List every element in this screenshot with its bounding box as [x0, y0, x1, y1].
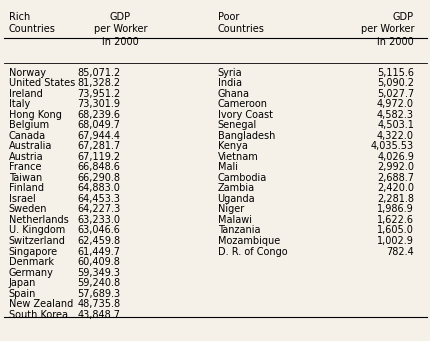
Text: 782.4: 782.4 [385, 247, 413, 256]
Text: 2,420.0: 2,420.0 [376, 183, 413, 193]
Text: 73,301.9: 73,301.9 [77, 99, 120, 109]
Text: 61,449.7: 61,449.7 [77, 247, 120, 256]
Text: Cambodia: Cambodia [217, 173, 266, 183]
Text: New Zealand: New Zealand [9, 299, 73, 309]
Text: Italy: Italy [9, 99, 30, 109]
Text: Cameroon: Cameroon [217, 99, 267, 109]
Text: 67,119.2: 67,119.2 [77, 152, 120, 162]
Text: Niger: Niger [217, 204, 243, 214]
Text: Germany: Germany [9, 268, 53, 278]
Text: Mozambique: Mozambique [217, 236, 279, 246]
Text: Denmark: Denmark [9, 257, 53, 267]
Text: Israel: Israel [9, 194, 35, 204]
Text: 5,027.7: 5,027.7 [376, 89, 413, 99]
Text: 43,848.7: 43,848.7 [77, 310, 120, 320]
Text: 68,049.7: 68,049.7 [77, 120, 120, 130]
Text: France: France [9, 162, 41, 172]
Text: Belgium: Belgium [9, 120, 49, 130]
Text: 1,002.9: 1,002.9 [376, 236, 413, 246]
Text: 68,239.6: 68,239.6 [77, 110, 120, 120]
Text: 59,349.3: 59,349.3 [77, 268, 120, 278]
Text: Ghana: Ghana [217, 89, 249, 99]
Text: Tanzania: Tanzania [217, 225, 260, 236]
Text: Vietnam: Vietnam [217, 152, 258, 162]
Text: Rich
Countries: Rich Countries [9, 12, 55, 34]
Text: GDP
per Worker
in 2000: GDP per Worker in 2000 [359, 12, 413, 47]
Text: Finland: Finland [9, 183, 43, 193]
Text: Austria: Austria [9, 152, 43, 162]
Text: 48,735.8: 48,735.8 [77, 299, 120, 309]
Text: 60,409.8: 60,409.8 [77, 257, 120, 267]
Text: 66,290.8: 66,290.8 [77, 173, 120, 183]
Text: 73,951.2: 73,951.2 [77, 89, 120, 99]
Text: Canada: Canada [9, 131, 46, 141]
Text: 67,944.4: 67,944.4 [77, 131, 120, 141]
Text: United States: United States [9, 78, 75, 88]
Text: 4,322.0: 4,322.0 [376, 131, 413, 141]
Text: 64,883.0: 64,883.0 [77, 183, 120, 193]
Text: 4,026.9: 4,026.9 [376, 152, 413, 162]
Text: 2,281.8: 2,281.8 [376, 194, 413, 204]
Text: India: India [217, 78, 241, 88]
Text: U. Kingdom: U. Kingdom [9, 225, 64, 236]
Text: Netherlands: Netherlands [9, 215, 68, 225]
Text: Spain: Spain [9, 288, 36, 299]
Text: 57,689.3: 57,689.3 [77, 288, 120, 299]
Text: 2,992.0: 2,992.0 [376, 162, 413, 172]
Text: 4,582.3: 4,582.3 [376, 110, 413, 120]
Text: Ivory Coast: Ivory Coast [217, 110, 272, 120]
Text: 81,328.2: 81,328.2 [77, 78, 120, 88]
Text: 62,459.8: 62,459.8 [77, 236, 120, 246]
Text: Poor
Countries: Poor Countries [217, 12, 264, 34]
Text: Ireland: Ireland [9, 89, 42, 99]
Text: 1,622.6: 1,622.6 [376, 215, 413, 225]
Text: 64,227.3: 64,227.3 [77, 204, 120, 214]
Text: 1,986.9: 1,986.9 [376, 204, 413, 214]
Text: Singapore: Singapore [9, 247, 58, 256]
Text: D. R. of Congo: D. R. of Congo [217, 247, 286, 256]
Text: Hong Kong: Hong Kong [9, 110, 61, 120]
Text: 4,503.1: 4,503.1 [376, 120, 413, 130]
Text: 5,090.2: 5,090.2 [376, 78, 413, 88]
Text: 64,453.3: 64,453.3 [77, 194, 120, 204]
Text: Australia: Australia [9, 141, 52, 151]
Text: Syria: Syria [217, 68, 242, 77]
Text: 63,046.6: 63,046.6 [77, 225, 120, 236]
Text: 66,848.6: 66,848.6 [77, 162, 120, 172]
Text: 4,035.53: 4,035.53 [370, 141, 413, 151]
Text: 63,233.0: 63,233.0 [77, 215, 120, 225]
Text: GDP
per Worker
in 2000: GDP per Worker in 2000 [93, 12, 147, 47]
Text: 5,115.6: 5,115.6 [376, 68, 413, 77]
Text: Taiwan: Taiwan [9, 173, 42, 183]
Text: 85,071.2: 85,071.2 [77, 68, 120, 77]
Text: Bangladesh: Bangladesh [217, 131, 274, 141]
Text: Sweden: Sweden [9, 204, 47, 214]
Text: Zambia: Zambia [217, 183, 254, 193]
Text: Mali: Mali [217, 162, 237, 172]
Text: Switzerland: Switzerland [9, 236, 65, 246]
Text: South Korea: South Korea [9, 310, 68, 320]
Text: 67,281.7: 67,281.7 [77, 141, 120, 151]
Text: Kenya: Kenya [217, 141, 247, 151]
Text: Japan: Japan [9, 278, 36, 288]
Text: 2,688.7: 2,688.7 [376, 173, 413, 183]
Text: 59,240.8: 59,240.8 [77, 278, 120, 288]
Text: Uganda: Uganda [217, 194, 255, 204]
Text: 4,972.0: 4,972.0 [376, 99, 413, 109]
Text: Norway: Norway [9, 68, 46, 77]
Text: Senegal: Senegal [217, 120, 256, 130]
Text: 1,605.0: 1,605.0 [376, 225, 413, 236]
Text: Malawi: Malawi [217, 215, 251, 225]
